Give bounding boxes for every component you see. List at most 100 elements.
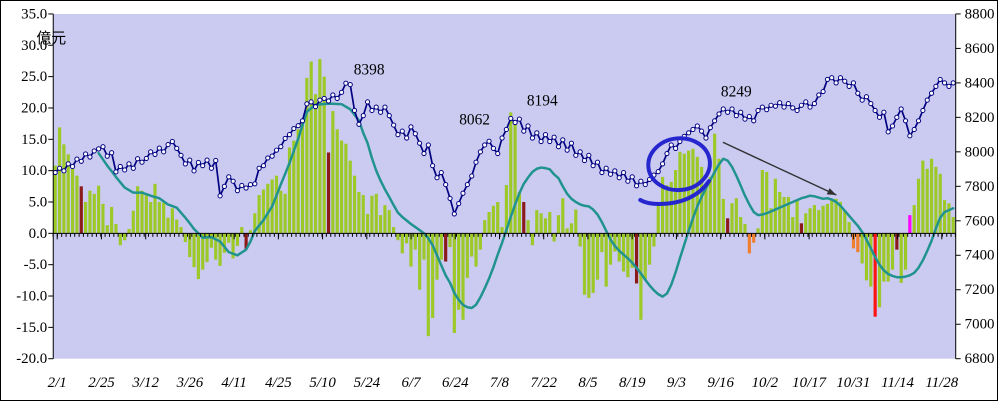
index-marker [330,92,336,98]
index-marker [443,181,449,188]
bar [97,185,101,234]
bar [569,223,574,234]
index-marker [135,156,141,162]
index-marker [811,100,818,107]
index-marker [195,159,201,166]
bar [552,233,556,242]
index-marker [265,155,271,161]
bar [392,227,396,234]
bar [561,198,565,234]
bar [634,233,639,284]
bar [916,178,921,234]
index-marker [668,142,674,148]
index-marker [950,80,956,86]
index-marker [174,145,180,151]
bar [691,148,695,234]
bar [305,77,309,234]
bar [574,209,578,234]
bar [222,233,227,253]
bar [912,205,916,234]
index-marker [616,175,622,181]
index-marker [430,163,436,169]
bar [283,193,287,234]
index-marker [859,97,865,103]
bar [721,198,725,234]
bar [856,233,860,253]
index-marker [573,152,579,158]
index-line-series [54,76,954,215]
bar [756,228,760,234]
x-axis-tick-label: 10/31 [836,375,870,391]
right-axis-tick-label: 7800 [965,179,995,195]
index-marker [829,75,835,81]
bar [604,233,608,287]
index-marker [122,167,128,173]
bar [361,195,365,234]
index-marker [187,157,193,163]
bar [812,205,817,234]
index-marker [395,132,401,138]
bar [274,175,279,234]
left-axis-tick-label: -10.0 [16,288,47,304]
index-marker [252,181,258,187]
right-axis-tick-label: 7000 [965,317,995,333]
index-marker [477,149,483,155]
bar [136,186,140,234]
bar [296,129,300,234]
bar [188,233,192,258]
bar [804,213,808,234]
bar [548,212,552,234]
index-marker [547,138,553,145]
bar [860,233,864,264]
bar [656,203,660,234]
index-marker [91,148,97,154]
index-marker [286,132,293,138]
bar [752,233,756,243]
index-marker [855,90,861,96]
bar [791,217,795,234]
bar [626,233,630,278]
index-marker [512,119,518,126]
x-axis-tick-label: 9/3 [667,375,686,391]
index-marker [230,178,236,184]
bar [877,233,882,308]
bar [379,215,383,234]
index-marker [156,145,162,151]
bar [617,233,621,262]
index-marker [633,183,640,189]
x-axis-tick-label: 9/16 [707,375,734,391]
x-axis-tick-label: 3/12 [131,375,159,391]
index-marker [113,169,119,175]
bar [708,176,712,234]
bar [79,186,83,234]
index-marker [200,163,206,169]
index-marker [495,150,501,157]
bar [921,160,925,234]
left-axis-tick-label: 15.0 [21,132,47,148]
index-marker [69,163,76,170]
bar [687,150,691,234]
bar [66,154,70,234]
bar [934,166,938,234]
left-axis-tick-label: 30.0 [21,38,47,54]
right-axis-tick-label: 6800 [965,351,995,367]
index-marker [629,174,635,180]
index-marker [139,159,145,165]
right-axis-tick-label: 8800 [965,6,995,22]
index-marker [256,165,262,171]
bar [92,193,96,234]
bar [300,123,305,234]
index-value-annotation-8249: 8249 [721,84,752,101]
index-marker [464,181,470,188]
bar [452,233,456,334]
bar [370,195,374,234]
bar [843,210,847,234]
bar [639,233,643,320]
bar [266,183,270,234]
bar [322,76,326,234]
bar [938,173,942,234]
index-marker [729,106,735,112]
index-marker [872,107,878,114]
index-marker [364,99,371,105]
index-marker [369,107,375,114]
